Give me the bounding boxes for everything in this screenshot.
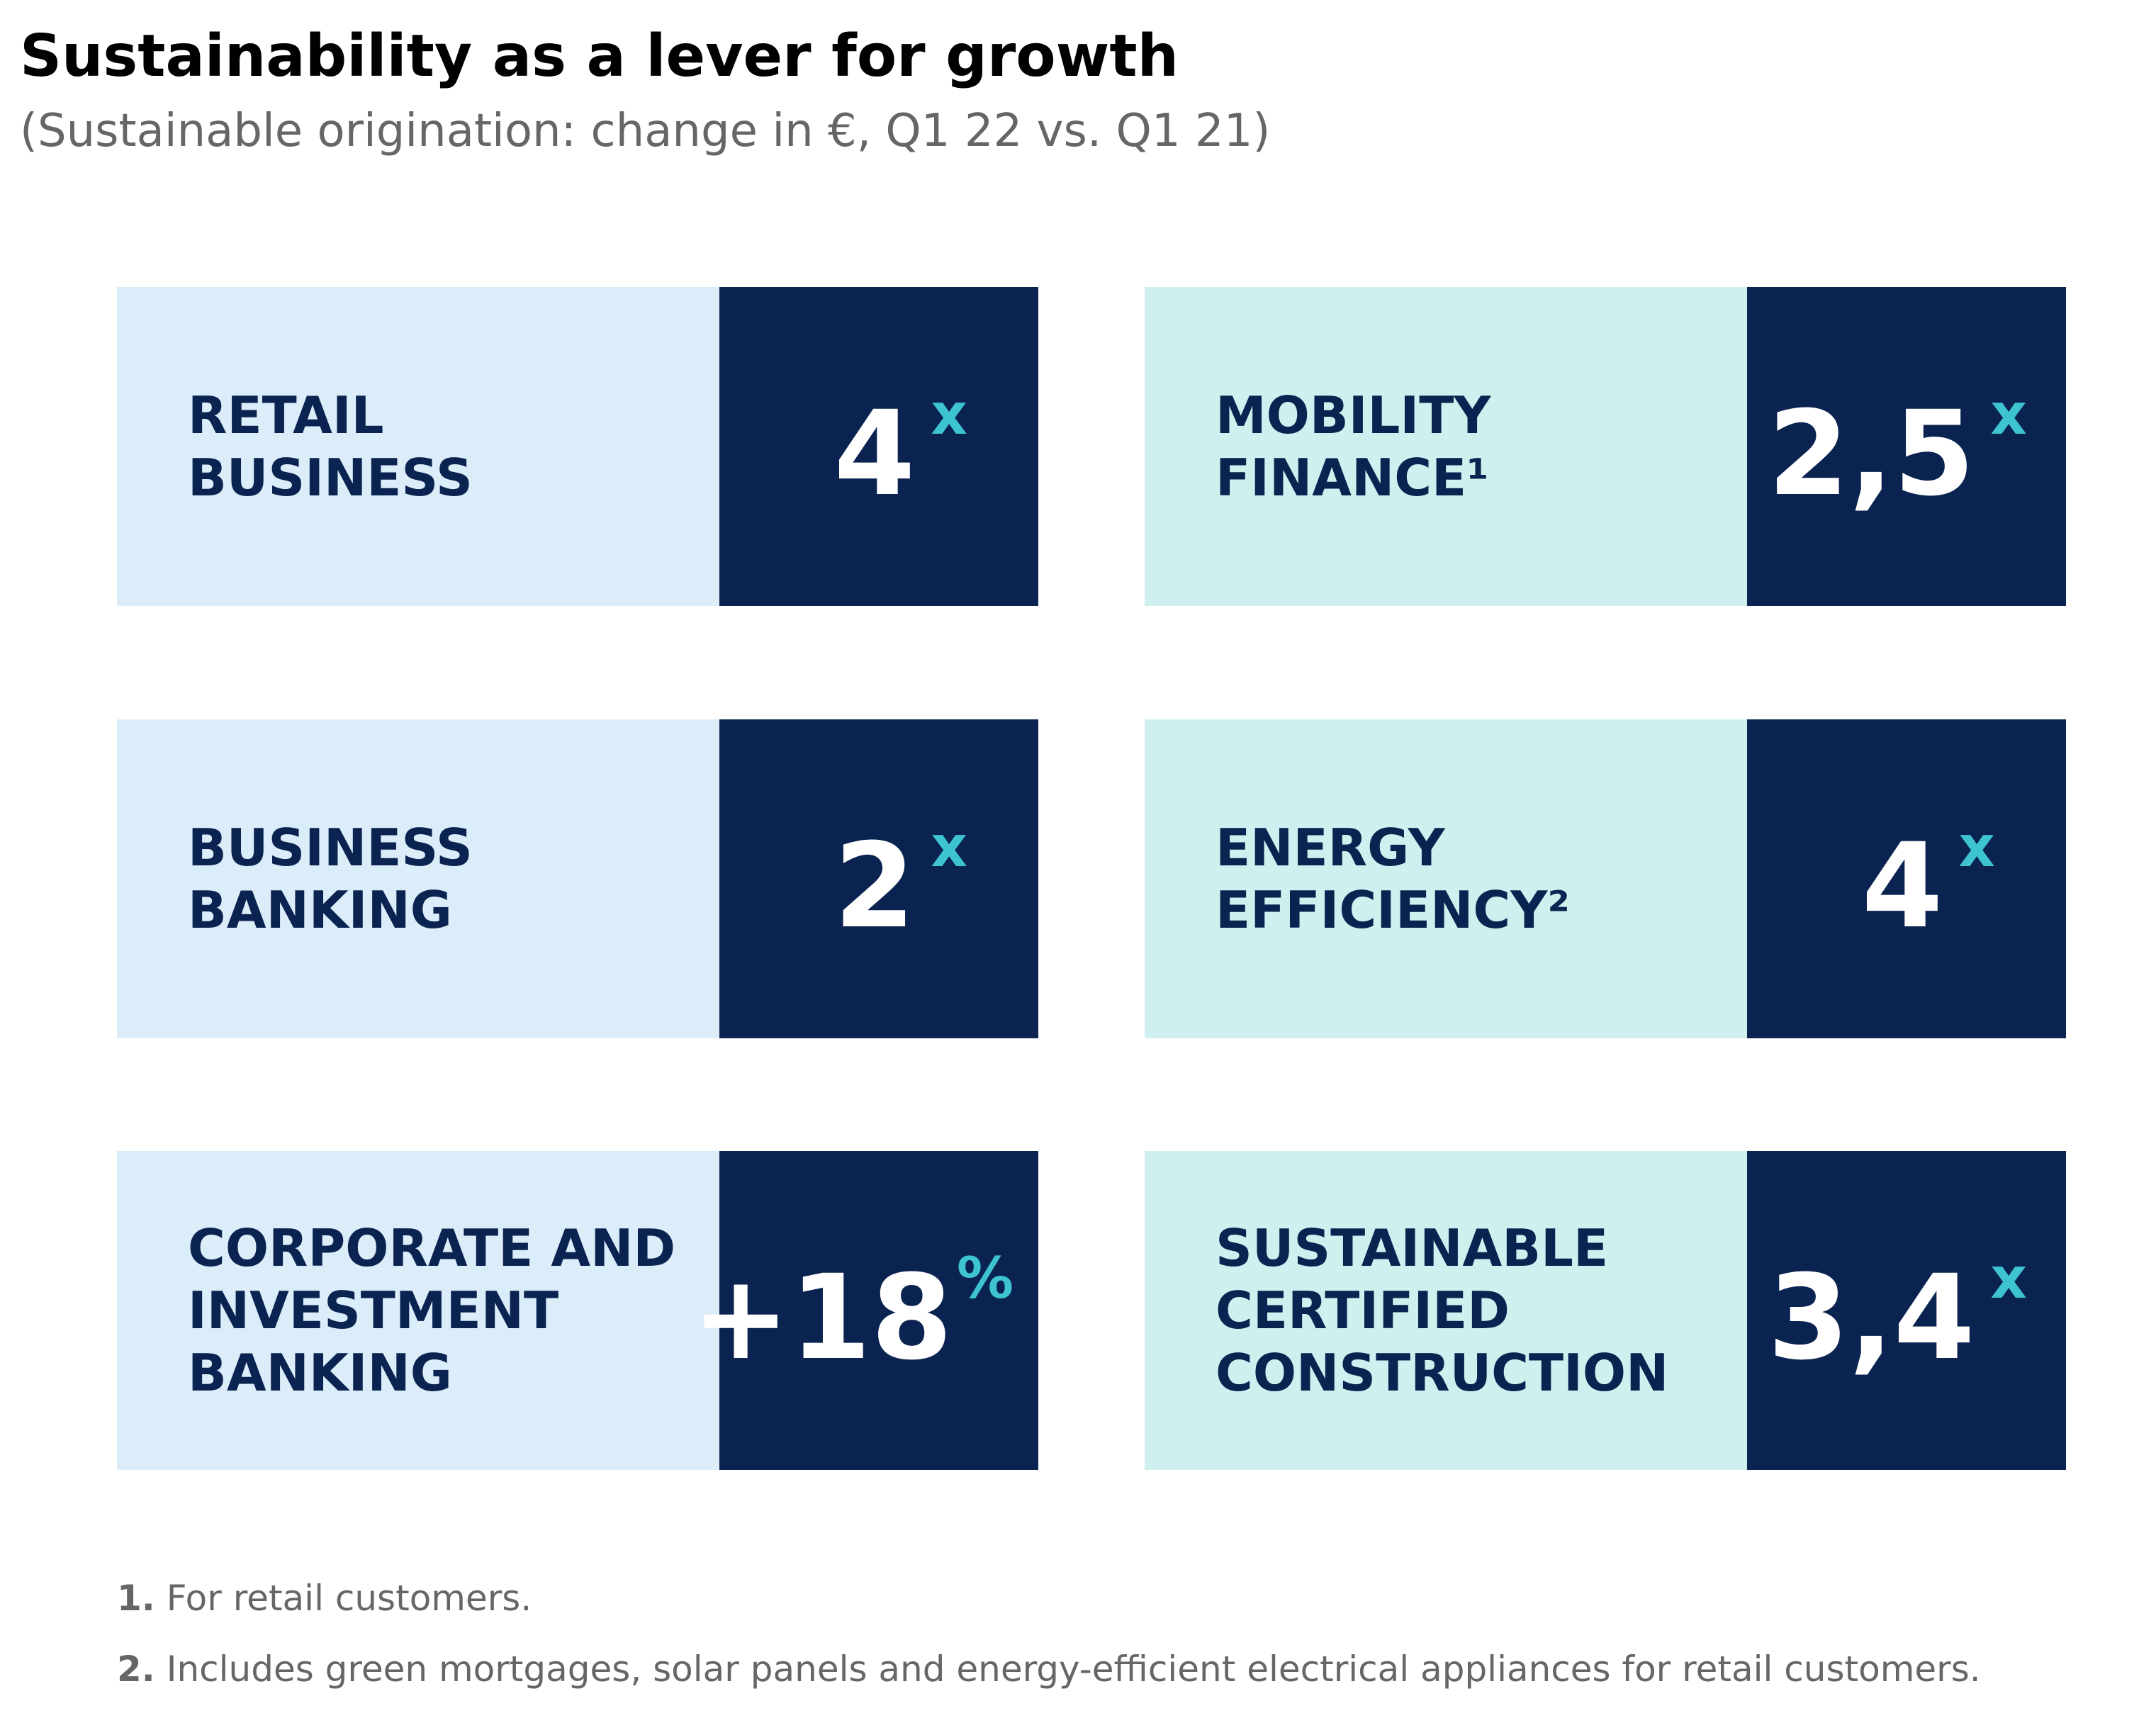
card-unit: x	[931, 381, 967, 447]
footnote-1: 1. For retail customers.	[117, 1573, 532, 1623]
card-label-panel: CORPORATE AND INVESTMENT BANKING	[117, 1151, 719, 1470]
card-mobility-finance: MOBILITY FINANCE¹ 2,5 x	[1145, 287, 2066, 606]
card-value-panel: 2,5 x	[1747, 287, 2066, 606]
card-value-group: 3,4 x	[1768, 1250, 2027, 1386]
card-value: 4	[1861, 818, 1943, 954]
card-unit: %	[956, 1245, 1014, 1311]
card-label: CORPORATE AND INVESTMENT BANKING	[188, 1218, 676, 1403]
footnote-2: 2. Includes green mortgages, solar panel…	[117, 1644, 1981, 1694]
card-unit: x	[1990, 381, 2027, 447]
card-value: 2,5	[1768, 386, 1975, 522]
card-label-panel: BUSINESS BANKING	[117, 719, 719, 1038]
card-label: MOBILITY FINANCE¹	[1215, 386, 1491, 507]
footnote-text: Includes green mortgages, solar panels a…	[166, 1649, 1981, 1690]
card-label: ENERGY EFFICIENCY²	[1215, 818, 1570, 940]
card-value: 3,4	[1768, 1250, 1975, 1386]
card-value-panel: 4 x	[1747, 719, 2066, 1038]
card-value: +18	[691, 1250, 953, 1386]
page-title: Sustainability as a lever for growth	[20, 23, 1179, 90]
card-label: SUSTAINABLE CERTIFIED CONSTRUCTION	[1215, 1218, 1669, 1403]
card-retail-business: RETAIL BUSINESS 4 x	[117, 287, 1038, 606]
card-unit: x	[1990, 1245, 2027, 1311]
card-value: 4	[833, 386, 916, 522]
card-value-panel: 4 x	[719, 287, 1038, 606]
card-label-panel: MOBILITY FINANCE¹	[1145, 287, 1747, 606]
card-value-group: +18 %	[691, 1250, 1014, 1386]
card-value-panel: +18 %	[692, 1151, 1038, 1470]
card-unit: x	[931, 814, 967, 880]
card-label-panel: RETAIL BUSINESS	[117, 287, 719, 606]
footnote-number: 1.	[117, 1578, 155, 1619]
card-business-banking: BUSINESS BANKING 2 x	[117, 719, 1038, 1038]
footnote-number: 2.	[117, 1649, 155, 1690]
card-energy-efficiency: ENERGY EFFICIENCY² 4 x	[1145, 719, 2066, 1038]
card-value-group: 2 x	[833, 818, 967, 954]
card-sustainable-certified-construction: SUSTAINABLE CERTIFIED CONSTRUCTION 3,4 x	[1145, 1151, 2066, 1470]
card-value-group: 4 x	[833, 386, 967, 522]
card-value-panel: 2 x	[719, 719, 1038, 1038]
card-value-group: 2,5 x	[1768, 386, 2027, 522]
card-label: RETAIL BUSINESS	[188, 386, 473, 507]
card-label: BUSINESS BANKING	[188, 818, 473, 940]
page-subtitle: (Sustainable origination: change in €, Q…	[20, 105, 1271, 157]
footnote-text: For retail customers.	[166, 1578, 532, 1619]
card-value-panel: 3,4 x	[1747, 1151, 2066, 1470]
card-label-panel: SUSTAINABLE CERTIFIED CONSTRUCTION	[1145, 1151, 1747, 1470]
card-corporate-investment-banking: CORPORATE AND INVESTMENT BANKING +18 %	[117, 1151, 1038, 1470]
card-label-panel: ENERGY EFFICIENCY²	[1145, 719, 1747, 1038]
card-value: 2	[833, 818, 916, 954]
card-unit: x	[1958, 814, 1995, 880]
card-value-group: 4 x	[1861, 818, 1995, 954]
